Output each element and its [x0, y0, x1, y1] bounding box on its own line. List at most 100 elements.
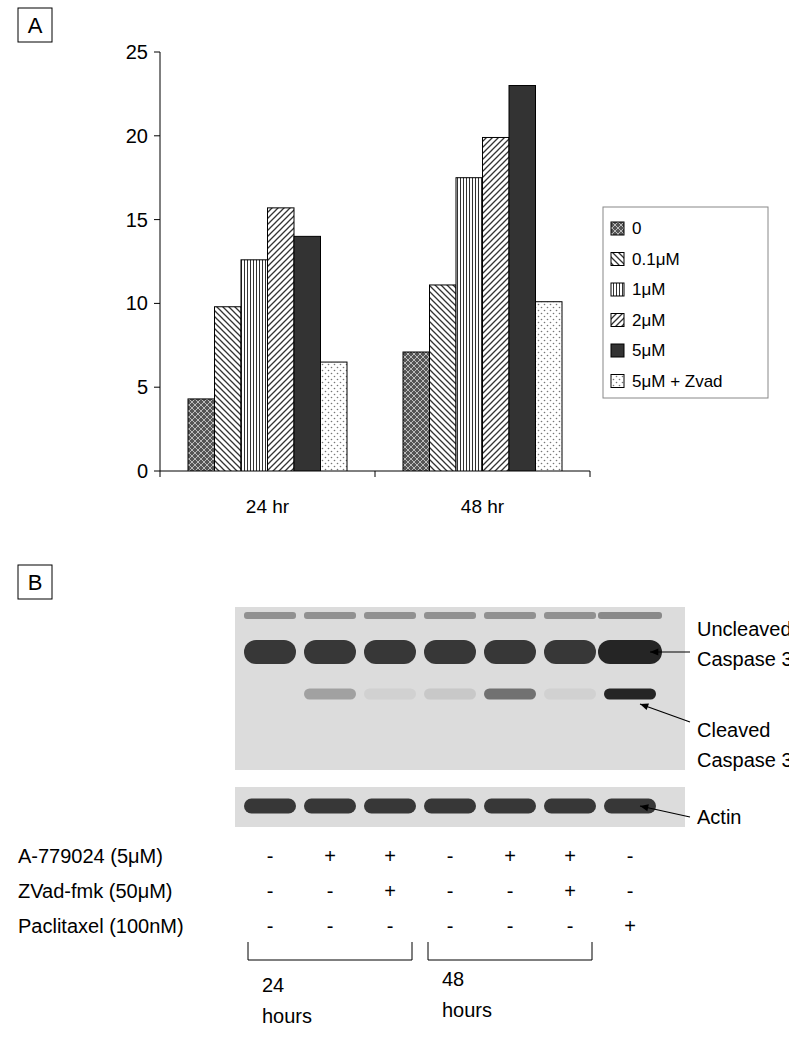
treatment-sign: - — [267, 845, 274, 867]
treatment-sign: - — [447, 915, 454, 937]
legend-label: 5μM + Zvad — [632, 372, 723, 391]
time-bracket — [428, 942, 429, 960]
legend-label: 1μM — [632, 280, 665, 299]
treatment-sign: - — [627, 845, 634, 867]
y-tick-label: 20 — [126, 125, 148, 147]
blot-band — [244, 640, 296, 664]
x-tick — [375, 471, 376, 477]
bar — [509, 86, 536, 471]
bar — [403, 352, 430, 471]
y-tick-label: 15 — [126, 209, 148, 231]
legend-swatch — [611, 314, 624, 327]
bars — [188, 86, 562, 471]
treatment-sign: - — [507, 915, 514, 937]
y-tick — [154, 471, 160, 472]
treatment-sign: - — [327, 915, 334, 937]
x-tick — [160, 471, 161, 477]
blot-band-faint — [364, 612, 416, 619]
blot-band — [598, 640, 662, 664]
treatment-sign: - — [267, 880, 274, 902]
treatment-sign: - — [567, 915, 574, 937]
y-tick-label: 5 — [137, 376, 148, 398]
treatment-sign: + — [504, 845, 516, 867]
treatment-label: ZVad-fmk (50μM) — [18, 880, 173, 902]
blot-membrane — [235, 607, 685, 770]
panel-label: B — [28, 570, 43, 595]
legend-label: 0 — [632, 219, 641, 238]
time-bracket — [248, 960, 412, 961]
time-bracket — [412, 942, 413, 960]
time-bracket — [428, 960, 592, 961]
treatment-sign: - — [447, 880, 454, 902]
x-tick-label: 24 hr — [246, 496, 290, 517]
blot-band-faint — [244, 612, 296, 619]
bar — [321, 362, 348, 471]
bar — [430, 285, 457, 471]
band-arrow — [640, 704, 690, 722]
figure: A051015202524 hr48 hr00.1μM1μM2μM5μM5μM … — [0, 0, 789, 1050]
y-tick-label: 10 — [126, 292, 148, 314]
y-tick — [154, 387, 160, 388]
time-bracket — [592, 942, 593, 960]
blot-band — [304, 799, 356, 814]
time-label: 24 — [262, 974, 284, 996]
treatment-sign: + — [564, 845, 576, 867]
blot-band — [364, 689, 416, 700]
bar — [483, 137, 510, 471]
bar — [294, 236, 321, 471]
band-label: Actin — [697, 806, 741, 828]
legend-swatch — [611, 283, 624, 296]
treatment-sign: + — [624, 915, 636, 937]
legend-swatch — [611, 222, 624, 235]
y-tick — [154, 219, 160, 220]
bar — [536, 302, 563, 471]
panel-label-box — [18, 8, 52, 42]
treatment-sign: - — [507, 880, 514, 902]
treatment-sign: + — [564, 880, 576, 902]
blot-band — [544, 689, 596, 700]
panel-label-box — [18, 565, 52, 599]
treatment-sign: + — [384, 845, 396, 867]
blot-band — [544, 799, 596, 814]
y-tick — [154, 52, 160, 53]
legend: 0 0.1μM 1μM 2μM 5μM 5μM + Zvad — [603, 207, 768, 398]
band-label: Caspase 3 — [697, 648, 789, 670]
blot-band — [244, 799, 296, 814]
blot-band — [484, 640, 536, 664]
blot-band — [424, 799, 476, 814]
treatment-sign: - — [447, 845, 454, 867]
blot-band — [304, 640, 356, 664]
legend-swatch — [611, 375, 624, 388]
bar — [268, 208, 295, 471]
blot-band — [364, 640, 416, 664]
background — [0, 0, 789, 1050]
y-tick — [154, 135, 160, 136]
legend-label: 0.1μM — [632, 250, 680, 269]
legend-label: 2μM — [632, 311, 665, 330]
blot-band-faint — [544, 612, 596, 619]
blot-band-faint — [304, 612, 356, 619]
legend-label: 5μM — [632, 341, 665, 360]
blot-band — [364, 799, 416, 814]
arrow-head — [640, 704, 649, 711]
bar — [215, 307, 242, 471]
blot-band — [424, 640, 476, 664]
bar — [241, 260, 268, 471]
blot-band — [604, 689, 656, 700]
blot-band — [604, 799, 656, 814]
x-tick-label: 48 hr — [461, 496, 505, 517]
blot-band — [544, 640, 596, 664]
blot-band-faint — [598, 612, 662, 619]
blot-band — [304, 689, 356, 700]
time-label: hours — [262, 1005, 312, 1027]
treatment-sign: - — [387, 915, 394, 937]
blot-band — [244, 689, 296, 700]
panel-label: A — [28, 13, 43, 38]
blot-band — [424, 689, 476, 700]
treatment-label: Paclitaxel (100nM) — [18, 915, 184, 937]
time-label: 48 — [442, 968, 464, 990]
bar — [456, 178, 483, 471]
treatment-sign: + — [384, 880, 396, 902]
y-tick — [154, 303, 160, 304]
blot-band — [484, 799, 536, 814]
